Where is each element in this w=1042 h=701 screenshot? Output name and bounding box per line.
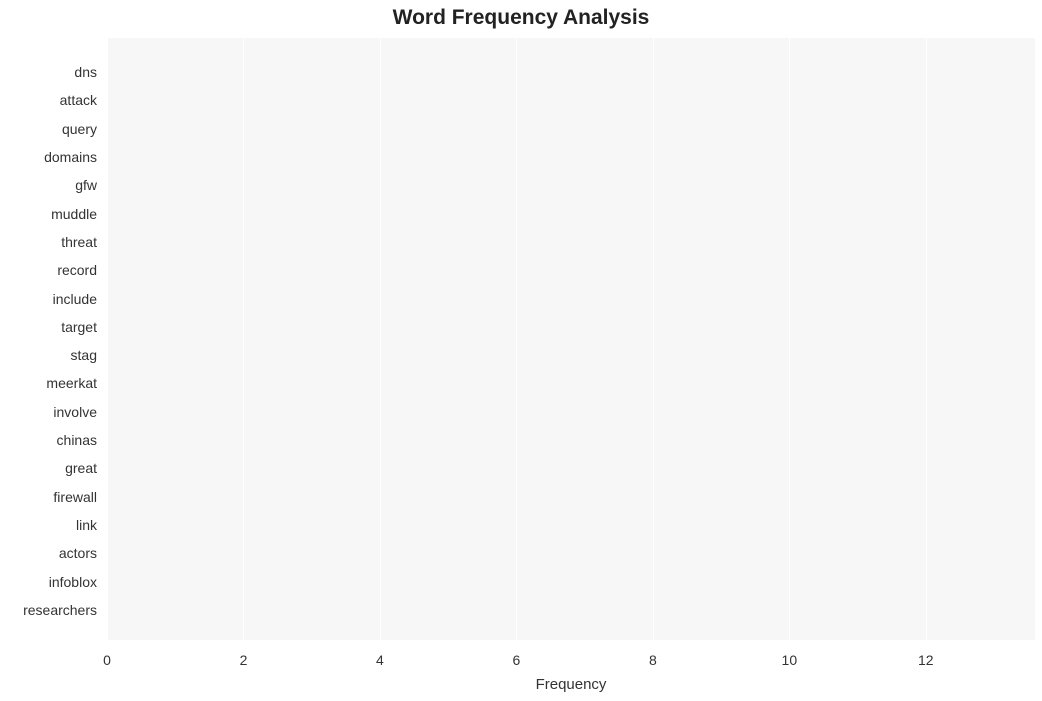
y-tick-label: muddle xyxy=(0,207,97,221)
x-tick-label: 8 xyxy=(649,652,657,668)
word-frequency-chart: Word Frequency Analysis dns attack query do… xyxy=(0,0,1042,701)
x-axis-label: Frequency xyxy=(107,676,1035,693)
y-tick-label: link xyxy=(0,518,97,532)
x-tick-label: 0 xyxy=(103,652,111,668)
gridline xyxy=(380,38,381,640)
y-tick-label: great xyxy=(0,461,97,475)
y-tick-label: domains xyxy=(0,150,97,164)
y-tick-label: query xyxy=(0,122,97,136)
x-tick-label: 2 xyxy=(240,652,248,668)
y-tick-label: record xyxy=(0,263,97,277)
y-tick-label: chinas xyxy=(0,433,97,447)
plot-area xyxy=(107,38,1035,640)
gridline xyxy=(516,38,517,640)
y-tick-label: involve xyxy=(0,405,97,419)
x-tick-label: 6 xyxy=(513,652,521,668)
gridline xyxy=(926,38,927,640)
y-tick-label: target xyxy=(0,320,97,334)
y-tick-label: dns xyxy=(0,65,97,79)
y-tick-label: firewall xyxy=(0,490,97,504)
gridline xyxy=(243,38,244,640)
y-tick-label: stag xyxy=(0,348,97,362)
y-tick-label: gfw xyxy=(0,178,97,192)
plot-background xyxy=(107,38,1035,640)
y-tick-label: actors xyxy=(0,546,97,560)
y-tick-label: include xyxy=(0,292,97,306)
x-tick-label: 4 xyxy=(376,652,384,668)
y-tick-label: researchers xyxy=(0,603,97,617)
gridline xyxy=(107,38,108,640)
y-tick-label: attack xyxy=(0,93,97,107)
gridline xyxy=(653,38,654,640)
y-tick-label: meerkat xyxy=(0,376,97,390)
gridline xyxy=(789,38,790,640)
x-tick-label: 10 xyxy=(782,652,798,668)
y-tick-label: threat xyxy=(0,235,97,249)
x-tick-label: 12 xyxy=(918,652,934,668)
chart-title: Word Frequency Analysis xyxy=(0,6,1042,30)
y-tick-label: infoblox xyxy=(0,575,97,589)
